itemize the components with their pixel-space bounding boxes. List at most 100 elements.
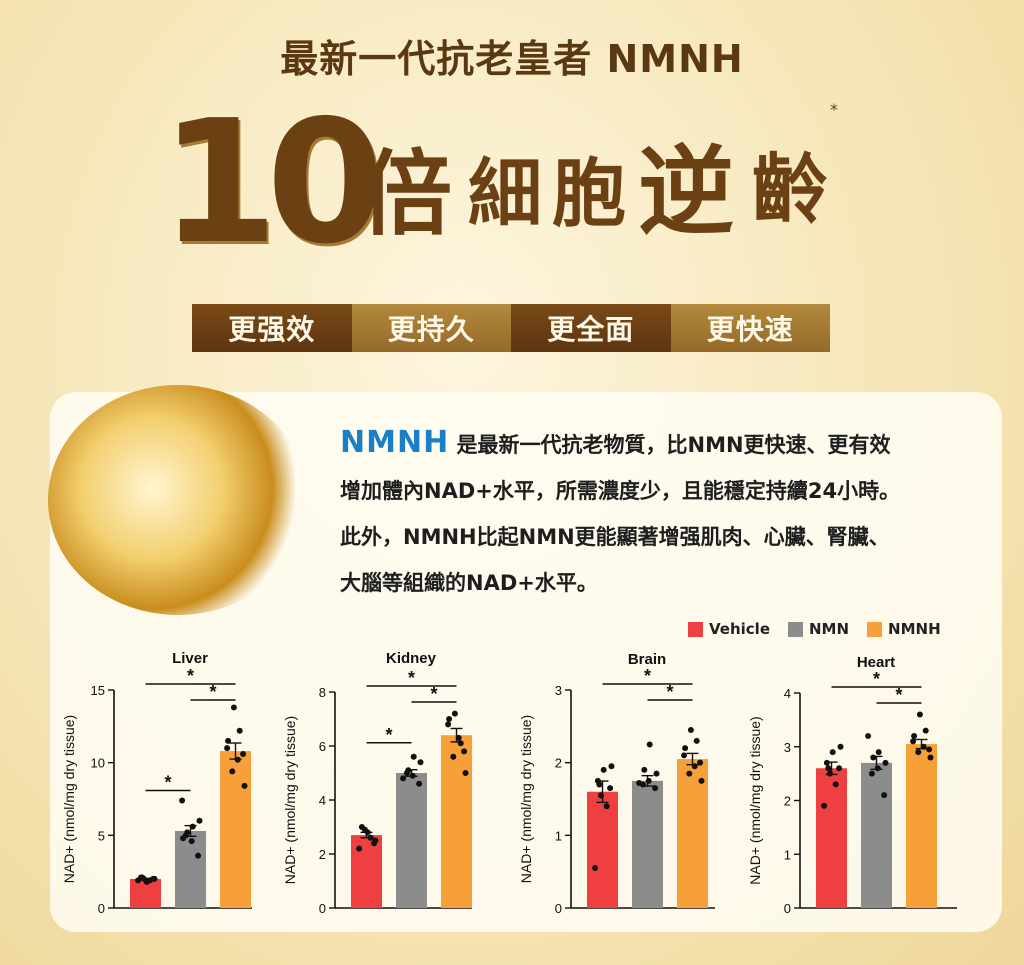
- chart-title-kidney: Kidney: [386, 650, 437, 667]
- chart-liver: Liver 0 5 10 15 NAD+ (nmol/mg dry tissue) * * *: [61, 650, 252, 916]
- data-point-heart: [837, 743, 844, 750]
- intro-line-1: 是最新一代抗老物質，比NMN更快速、更有效: [456, 433, 891, 457]
- y-tick-label-kidney: 4: [319, 793, 326, 808]
- data-point-heart: [915, 749, 922, 756]
- data-point-heart: [874, 765, 881, 772]
- data-point-liver: [179, 797, 186, 804]
- data-point-liver: [195, 852, 202, 859]
- data-point-brain: [636, 780, 643, 787]
- data-point-brain: [698, 777, 705, 784]
- significance-label-brain: *: [644, 666, 651, 686]
- data-point-brain: [607, 785, 614, 792]
- bar-kidney-nmn: [396, 773, 427, 908]
- data-point-liver: [241, 782, 248, 789]
- data-point-heart: [870, 754, 877, 761]
- data-point-brain: [687, 726, 694, 733]
- data-point-heart: [882, 759, 889, 766]
- bar-brain-nmnh: [677, 759, 708, 908]
- legend-swatch-nmn: [788, 621, 803, 637]
- data-point-liver: [139, 874, 146, 881]
- significance-label-brain: *: [666, 682, 673, 702]
- significance-label-liver: *: [209, 682, 216, 702]
- significance-label-heart: *: [895, 685, 902, 705]
- data-point-brain: [682, 745, 689, 752]
- tag-stronger: 更强效: [192, 304, 352, 352]
- data-point-brain: [646, 741, 653, 748]
- data-point-brain: [691, 763, 698, 770]
- data-point-brain: [681, 752, 688, 759]
- data-point-kidney: [457, 740, 464, 747]
- data-point-liver: [225, 737, 232, 744]
- data-point-brain: [652, 785, 659, 792]
- chart-legend: Vehicle NMN NMNH: [688, 620, 941, 638]
- y-tick-label-liver: 5: [98, 828, 105, 843]
- data-point-brain: [645, 777, 652, 784]
- data-point-liver: [151, 875, 158, 882]
- y-tick-label-kidney: 8: [319, 685, 326, 700]
- data-point-kidney: [417, 759, 424, 766]
- data-point-brain: [653, 770, 660, 777]
- intro-line-4: 大腦等組織的NAD+水平。: [340, 571, 598, 595]
- significance-label-liver: *: [164, 772, 171, 792]
- data-point-kidney: [409, 772, 416, 779]
- tag-faster: 更快速: [670, 304, 830, 352]
- data-point-heart: [916, 711, 923, 718]
- data-point-heart: [868, 770, 875, 777]
- y-axis-label-liver: NAD+ (nmol/mg dry tissue): [61, 715, 77, 883]
- data-point-heart: [920, 743, 927, 750]
- y-tick-label-kidney: 6: [319, 739, 326, 754]
- data-point-kidney: [461, 748, 468, 755]
- bar-liver-nmnh: [220, 751, 251, 908]
- golden-dna-orb-image: [48, 385, 308, 615]
- data-point-heart: [910, 738, 917, 745]
- data-point-brain: [608, 763, 615, 770]
- intro-line-3: 此外，NMNH比起NMN更能顯著增强肌肉、心臟、腎臟、: [340, 525, 890, 549]
- y-tick-label-heart: 1: [784, 847, 791, 862]
- hero-char-2: 細: [468, 151, 542, 237]
- y-tick-label-kidney: 0: [319, 901, 326, 916]
- data-point-kidney: [405, 767, 412, 774]
- data-point-heart: [825, 765, 832, 772]
- brand-name: NMNH: [340, 425, 450, 460]
- data-point-kidney: [364, 829, 371, 836]
- chart-title-heart: Heart: [857, 654, 895, 671]
- hero-number: 10: [160, 84, 385, 282]
- data-point-kidney: [455, 734, 462, 741]
- data-point-brain: [596, 781, 603, 788]
- data-point-heart: [911, 733, 918, 739]
- data-point-heart: [875, 749, 882, 756]
- headline: 最新一代抗老皇者 NMNH: [280, 37, 744, 81]
- hero-title: 10 倍 細 胞 逆 齡 *: [160, 84, 860, 282]
- bar-heart-vehicle: [816, 768, 847, 908]
- bar-kidney-nmnh: [441, 735, 472, 908]
- data-point-heart: [821, 802, 828, 809]
- y-axis-label-kidney: NAD+ (nmol/mg dry tissue): [282, 716, 298, 884]
- significance-label-kidney: *: [408, 668, 415, 688]
- y-tick-label-heart: 4: [784, 686, 791, 701]
- data-point-brain: [697, 759, 704, 766]
- y-axis-label-heart: NAD+ (nmol/mg dry tissue): [747, 716, 763, 884]
- data-point-brain: [592, 865, 599, 872]
- y-tick-label-liver: 0: [98, 901, 105, 916]
- data-point-kidney: [367, 834, 374, 841]
- data-point-liver: [196, 817, 203, 824]
- intro-text: NMNH 是最新一代抗老物質，比NMN更快速、更有效 增加體內NAD+水平，所需…: [340, 420, 980, 606]
- bar-brain-nmn: [632, 780, 663, 908]
- y-tick-label-heart: 2: [784, 794, 791, 809]
- chart-heart: Heart 0 1 2 3 4 NAD+ (nmol/mg dry tissue) * *: [747, 654, 957, 916]
- y-tick-label-brain: 1: [555, 828, 562, 843]
- legend-label-nmn: NMN: [809, 620, 850, 638]
- bar-heart-nmn: [861, 762, 892, 908]
- legend-swatch-nmnh: [867, 621, 883, 637]
- intro-line-2: 增加體內NAD+水平，所需濃度少，且能穩定持續24小時。: [340, 479, 901, 503]
- data-point-brain: [686, 770, 693, 777]
- legend-item-nmn: NMN: [788, 620, 849, 638]
- data-point-brain: [600, 766, 607, 773]
- data-point-heart: [826, 770, 833, 777]
- data-point-brain: [603, 803, 610, 810]
- y-tick-label-brain: 2: [555, 756, 562, 771]
- chart-brain: Brain 0 1 2 3 NAD+ (nmol/mg dry tissue) * *: [518, 651, 715, 916]
- bar-heart-nmnh: [906, 744, 937, 908]
- y-tick-label-kidney: 2: [319, 847, 326, 862]
- data-point-liver: [180, 835, 187, 842]
